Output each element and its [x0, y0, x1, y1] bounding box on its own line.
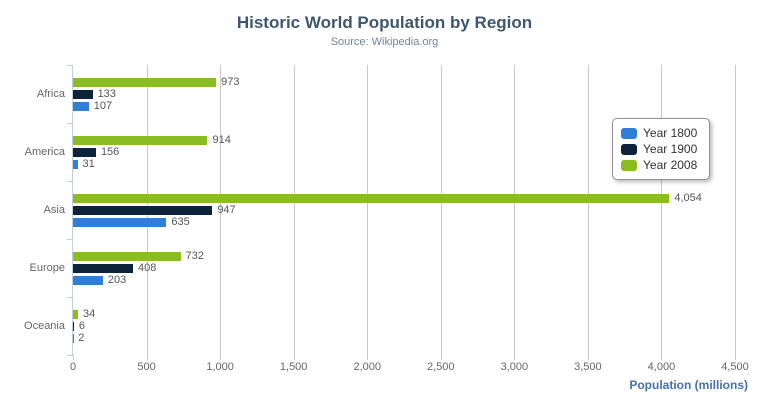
- data-label: 156: [100, 145, 120, 158]
- data-label: 107: [93, 99, 113, 112]
- bar-america-year-2008[interactable]: [73, 135, 208, 145]
- x-axis-tick-label: 3,000: [500, 361, 529, 373]
- bar-europe-year-2008[interactable]: [73, 251, 181, 261]
- data-label: 408: [138, 261, 157, 274]
- bar-africa-year-1800[interactable]: [73, 101, 89, 111]
- bar-america-year-1800[interactable]: [73, 159, 78, 169]
- x-axis-tick-label: 1,500: [279, 361, 308, 373]
- category-axis-tick: [67, 355, 72, 356]
- data-label: 947: [217, 203, 236, 216]
- legend-item-year-1800[interactable]: Year 1800: [621, 125, 697, 141]
- x-axis-tick-label: 0: [69, 361, 77, 373]
- plot-area: 973 133 107 914 156 31 4,054 947 635 732 408 203 34 6…: [67, 65, 736, 360]
- legend-swatch-icon: [621, 127, 637, 139]
- data-label: 2: [78, 331, 85, 344]
- x-axis-tick: [735, 355, 736, 360]
- category-axis-tick: [67, 123, 72, 124]
- data-label: 4,054: [674, 191, 702, 204]
- data-label: 732: [185, 249, 205, 262]
- data-label: 133: [97, 87, 116, 100]
- x-axis-tick-label: 500: [137, 361, 156, 373]
- x-axis-tick-label: 4,000: [647, 361, 676, 373]
- bar-africa-year-1900[interactable]: [73, 89, 93, 99]
- x-axis-tick: [146, 355, 148, 360]
- bar-europe-year-1900[interactable]: [73, 263, 134, 273]
- bar-europe-year-1800[interactable]: [73, 275, 103, 285]
- gridline: [661, 65, 663, 355]
- x-axis-tick: [367, 355, 369, 360]
- x-axis-title: Population (millions): [629, 378, 748, 392]
- x-axis-tick-label: 4,500: [721, 361, 749, 373]
- gridline: [293, 65, 295, 355]
- category-axis-tick: [67, 297, 72, 298]
- bar-america-year-1900[interactable]: [73, 147, 96, 157]
- x-axis-tick-label: 1,000: [206, 361, 234, 373]
- legend-item-year-2008[interactable]: Year 2008: [621, 157, 697, 173]
- x-axis-tick: [661, 355, 663, 360]
- bar-asia-year-1800[interactable]: [73, 217, 167, 227]
- x-axis-tick-label: 2,000: [353, 361, 381, 373]
- category-label: Asia: [43, 204, 65, 216]
- data-label: 34: [83, 307, 96, 320]
- category-axis-tick: [67, 181, 72, 182]
- x-axis-tick: [293, 355, 295, 360]
- bar-asia-year-2008[interactable]: [73, 193, 670, 203]
- legend-swatch-icon: [621, 159, 637, 171]
- x-axis-tick-label: 3,500: [574, 361, 602, 373]
- gridline: [220, 65, 222, 355]
- legend-item-year-1900[interactable]: Year 1900: [621, 141, 697, 157]
- legend-label: Year 1800: [643, 126, 698, 140]
- data-label: 635: [171, 215, 190, 228]
- data-label: 973: [221, 75, 240, 88]
- category-axis-line: [72, 65, 73, 356]
- data-label: 914: [212, 133, 231, 146]
- bar-asia-year-1900[interactable]: [73, 205, 213, 215]
- bar-africa-year-2008[interactable]: [73, 77, 217, 87]
- category-axis-tick: [67, 65, 72, 66]
- category-label: America: [24, 146, 65, 158]
- x-axis-tick: [220, 355, 222, 360]
- data-label: 6: [78, 319, 85, 332]
- legend: Year 1800 Year 1900 Year 2008: [612, 118, 711, 180]
- x-axis-tick: [514, 355, 516, 360]
- x-axis-tick: [73, 355, 74, 360]
- category-label: Europe: [29, 262, 65, 274]
- x-axis-tick: [440, 355, 442, 360]
- gridline: [587, 65, 589, 355]
- gridline: [514, 65, 516, 355]
- legend-label: Year 2008: [643, 158, 698, 172]
- chart-subtitle: Source: Wikipedia.org: [330, 36, 439, 48]
- chart-title: Historic World Population by Region: [236, 13, 533, 32]
- data-label: 203: [107, 273, 127, 286]
- gridline: [735, 65, 736, 355]
- legend-label: Year 1900: [643, 142, 698, 156]
- legend-swatch-icon: [621, 143, 637, 155]
- bar-oceania-year-1900[interactable]: [73, 321, 74, 331]
- data-label: 31: [82, 157, 95, 170]
- x-axis-tick-label: 2,500: [427, 361, 455, 373]
- category-label: Oceania: [24, 320, 65, 332]
- gridline: [440, 65, 442, 355]
- gridline: [367, 65, 369, 355]
- export-menu-button[interactable]: [728, 20, 750, 37]
- category-label: Africa: [36, 88, 65, 100]
- bar-oceania-year-2008[interactable]: [73, 309, 78, 319]
- x-axis-tick: [587, 355, 589, 360]
- category-axis-tick: [67, 239, 72, 240]
